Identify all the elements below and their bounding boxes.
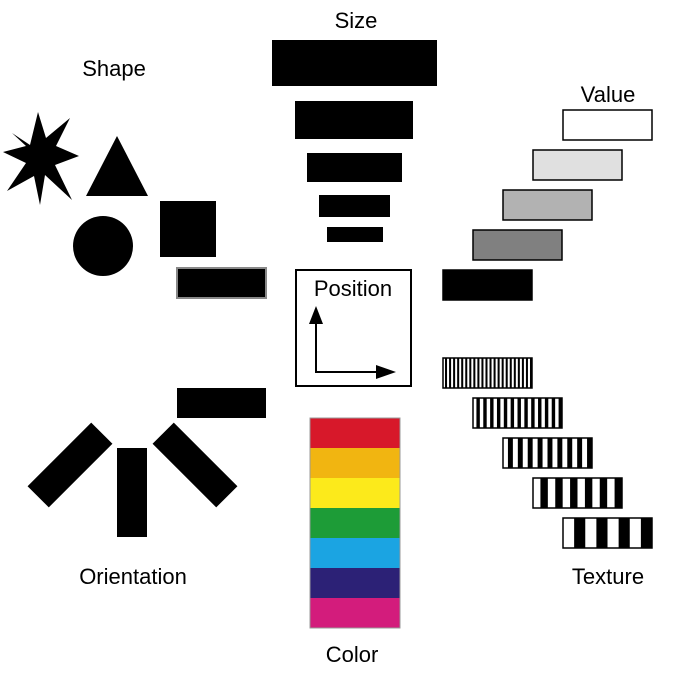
texture-swatches <box>442 357 653 549</box>
size-group: Size <box>272 8 437 242</box>
arrow-up-icon <box>309 306 323 373</box>
value-swatch-3 <box>502 189 593 221</box>
size-bar-2 <box>295 101 413 139</box>
color-group: Color <box>309 417 401 667</box>
size-label: Size <box>335 8 378 33</box>
texture-swatch-5 <box>562 517 653 549</box>
color-frame <box>309 417 401 629</box>
texture-swatch-3 <box>502 437 593 469</box>
color-swatch-magenta <box>310 598 400 628</box>
value-swatch-4 <box>472 229 563 261</box>
triangle-icon <box>86 136 148 196</box>
position-label: Position <box>314 276 392 301</box>
color-swatch-indigo <box>310 568 400 598</box>
shape-bar <box>176 267 267 299</box>
orientation-bar-horizontal <box>177 388 266 418</box>
texture-swatch-1 <box>442 357 533 389</box>
texture-group: Texture <box>442 357 653 589</box>
texture-swatch-2 <box>472 397 563 429</box>
orientation-bar-left-diagonal <box>27 422 113 508</box>
color-swatch-yellow <box>310 478 400 508</box>
orientation-bar-right-diagonal <box>152 422 238 508</box>
color-swatch-green <box>310 508 400 538</box>
color-swatch-orange <box>310 448 400 478</box>
star-icon <box>3 112 79 205</box>
value-swatch-2 <box>532 149 623 181</box>
value-swatch-5 <box>442 269 533 301</box>
orientation-bar-vertical <box>117 448 147 537</box>
circle-icon <box>73 216 133 276</box>
value-group: Value <box>442 82 653 301</box>
size-bar-1 <box>272 40 437 86</box>
size-bar-5 <box>327 227 383 242</box>
color-swatch-red <box>310 418 400 448</box>
texture-swatch-4 <box>532 477 623 509</box>
square-icon <box>160 201 216 257</box>
position-group: Position <box>295 269 412 387</box>
shape-label: Shape <box>82 56 146 81</box>
orientation-label: Orientation <box>79 564 187 589</box>
size-bar-3 <box>307 153 402 182</box>
color-swatch-blue <box>310 538 400 568</box>
texture-label: Texture <box>572 564 644 589</box>
value-swatch-1 <box>562 109 653 141</box>
color-label: Color <box>326 642 379 667</box>
size-bar-4 <box>319 195 390 217</box>
shape-group: Shape <box>3 56 267 299</box>
arrow-right-icon <box>315 365 396 379</box>
orientation-group: Orientation <box>27 388 266 589</box>
value-label: Value <box>581 82 636 107</box>
